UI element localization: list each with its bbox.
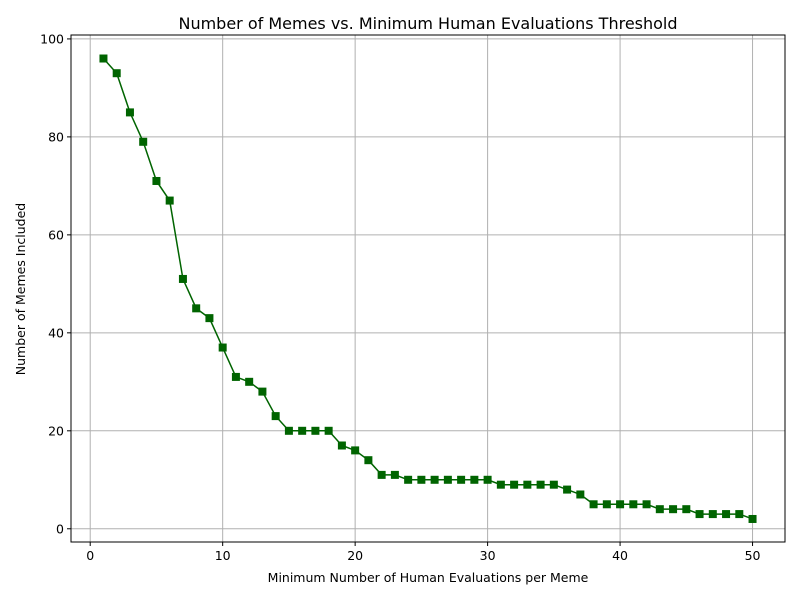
data-point-marker — [192, 304, 201, 313]
data-point-marker — [390, 470, 399, 479]
y-tick-label: 100 — [40, 31, 64, 46]
data-point-marker — [324, 426, 333, 435]
data-point-marker — [602, 500, 611, 509]
data-point-marker — [443, 475, 452, 484]
data-point-marker — [483, 475, 492, 484]
data-point-marker — [139, 137, 148, 146]
data-point-marker — [284, 426, 293, 435]
data-point-marker — [165, 196, 174, 205]
data-series — [99, 54, 757, 523]
axis-ticks: 0 10 20 30 40 50 0 20 40 60 80 100 — [40, 31, 760, 563]
data-point-marker — [271, 412, 280, 421]
y-tick-label: 0 — [56, 521, 64, 536]
series-line — [102, 58, 753, 520]
y-axis-label: Number of Memes Included — [13, 203, 28, 375]
x-tick-label: 50 — [745, 548, 761, 563]
data-point-marker — [125, 108, 134, 117]
data-point-marker — [364, 456, 373, 465]
y-tick-label: 20 — [48, 423, 64, 438]
data-point-marker — [642, 500, 651, 509]
grid-lines — [71, 35, 785, 542]
data-point-marker — [178, 274, 187, 283]
data-point-marker — [722, 510, 731, 519]
data-point-marker — [152, 176, 161, 185]
data-point-marker — [549, 480, 558, 489]
data-point-marker — [218, 343, 227, 352]
x-tick-label: 20 — [347, 548, 363, 563]
data-point-marker — [655, 505, 664, 514]
data-point-marker — [510, 480, 519, 489]
data-point-marker — [377, 470, 386, 479]
x-axis-label: Minimum Number of Human Evaluations per … — [268, 570, 589, 585]
data-point-marker — [231, 372, 240, 381]
data-point-marker — [457, 475, 466, 484]
data-point-marker — [748, 514, 757, 523]
x-tick-label: 0 — [86, 548, 94, 563]
data-point-marker — [470, 475, 479, 484]
data-point-marker — [695, 510, 704, 519]
data-point-marker — [417, 475, 426, 484]
data-point-marker — [430, 475, 439, 484]
data-point-marker — [258, 387, 267, 396]
data-point-marker — [298, 426, 307, 435]
x-tick-label: 30 — [480, 548, 496, 563]
y-tick-label: 60 — [48, 227, 64, 242]
data-point-marker — [682, 505, 691, 514]
x-tick-label: 10 — [215, 548, 231, 563]
x-tick-label: 40 — [612, 548, 628, 563]
data-point-marker — [112, 69, 121, 78]
data-point-marker — [616, 500, 625, 509]
data-point-marker — [563, 485, 572, 494]
data-point-marker — [205, 314, 214, 323]
data-point-marker — [337, 441, 346, 450]
plot-area-frame — [70, 34, 786, 543]
data-point-marker — [708, 510, 717, 519]
y-tick-label: 80 — [48, 129, 64, 144]
data-point-marker — [404, 475, 413, 484]
data-point-marker — [735, 510, 744, 519]
data-point-marker — [245, 377, 254, 386]
data-point-marker — [311, 426, 320, 435]
data-point-marker — [99, 54, 108, 63]
data-point-marker — [669, 505, 678, 514]
data-point-marker — [576, 490, 585, 499]
y-tick-label: 40 — [48, 325, 64, 340]
data-point-marker — [523, 480, 532, 489]
data-point-marker — [496, 480, 505, 489]
chart-title: Number of Memes vs. Minimum Human Evalua… — [178, 14, 677, 33]
data-point-marker — [536, 480, 545, 489]
data-point-marker — [629, 500, 638, 509]
data-point-marker — [589, 500, 598, 509]
data-point-marker — [351, 446, 360, 455]
